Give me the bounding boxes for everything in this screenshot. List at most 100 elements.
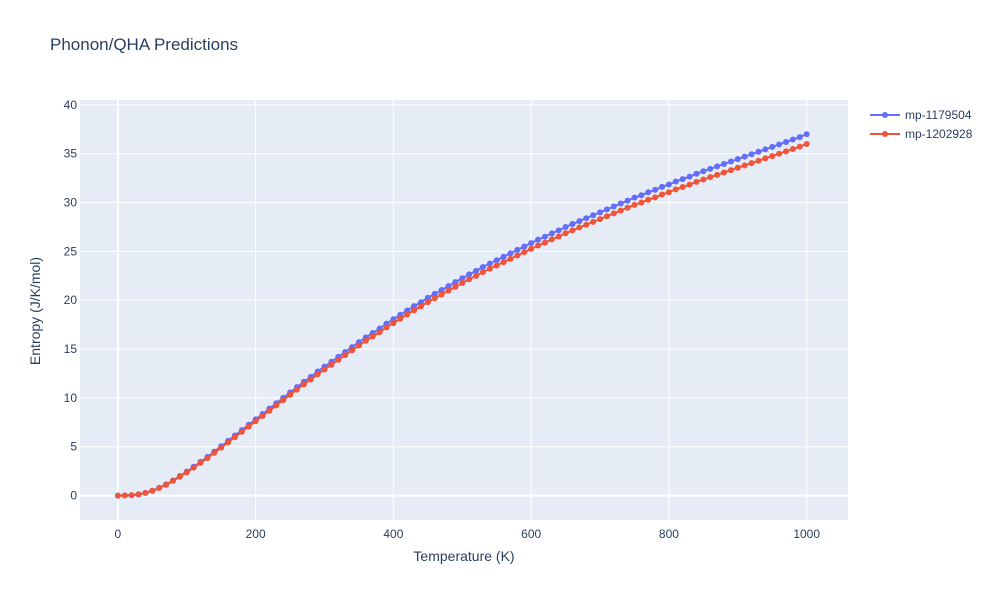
data-point xyxy=(300,381,307,388)
chart-title: Phonon/QHA Predictions xyxy=(50,35,238,54)
data-point xyxy=(590,218,597,225)
data-point xyxy=(741,153,748,160)
data-point xyxy=(776,141,783,148)
data-point xyxy=(672,186,679,193)
data-point xyxy=(218,444,225,451)
data-point xyxy=(507,250,514,257)
data-point xyxy=(238,428,245,435)
data-point xyxy=(769,143,776,150)
data-point xyxy=(473,267,480,274)
data-point xyxy=(659,183,666,190)
data-point xyxy=(693,170,700,177)
data-point xyxy=(528,240,535,247)
data-point xyxy=(424,294,431,301)
data-point xyxy=(163,481,170,488)
data-point xyxy=(431,295,438,302)
y-tick-label: 25 xyxy=(64,244,78,258)
legend-item[interactable]: mp-1202928 xyxy=(870,127,973,141)
data-point xyxy=(335,356,342,363)
data-point xyxy=(659,191,666,198)
data-point xyxy=(500,259,507,266)
data-point xyxy=(287,391,294,398)
data-point xyxy=(486,260,493,267)
data-point xyxy=(535,242,542,249)
data-point xyxy=(459,280,466,287)
data-point xyxy=(624,204,631,211)
data-point xyxy=(590,212,597,219)
data-point xyxy=(404,311,411,318)
y-tick-label: 5 xyxy=(70,440,77,454)
data-point xyxy=(638,192,645,199)
legend: mp-1179504 mp-1202928 xyxy=(870,108,973,141)
data-point xyxy=(645,196,652,203)
series-layer xyxy=(114,131,810,499)
data-point xyxy=(528,245,535,252)
data-point xyxy=(776,150,783,157)
data-point xyxy=(245,423,252,430)
data-point xyxy=(169,477,176,484)
data-point xyxy=(741,162,748,169)
data-point xyxy=(507,255,514,262)
data-point xyxy=(273,402,280,409)
legend-item[interactable]: mp-1179504 xyxy=(870,108,972,122)
data-point xyxy=(383,324,390,331)
data-point xyxy=(665,181,672,188)
x-axis-title: Temperature (K) xyxy=(413,548,514,564)
data-point xyxy=(548,236,555,243)
data-point xyxy=(562,223,569,230)
data-point xyxy=(204,455,211,462)
data-point xyxy=(679,176,686,183)
y-tick-label: 20 xyxy=(64,293,78,307)
data-point xyxy=(231,434,238,441)
data-point xyxy=(397,315,404,322)
data-point xyxy=(652,186,659,193)
data-point xyxy=(493,262,500,269)
data-point xyxy=(576,224,583,231)
data-point xyxy=(555,227,562,234)
data-point xyxy=(135,491,142,498)
data-point xyxy=(486,265,493,272)
data-point xyxy=(707,174,714,181)
data-point xyxy=(652,194,659,201)
data-point xyxy=(783,148,790,155)
y-axis-ticks: 0 5 10 15 20 25 30 35 40 xyxy=(64,98,78,503)
data-point xyxy=(473,272,480,279)
data-point xyxy=(314,371,321,378)
data-point xyxy=(280,397,287,404)
data-point xyxy=(638,199,645,206)
data-point xyxy=(452,283,459,290)
data-point xyxy=(156,485,163,492)
data-point xyxy=(417,303,424,310)
data-point xyxy=(521,249,528,256)
data-point xyxy=(438,291,445,298)
data-point xyxy=(603,213,610,220)
data-point xyxy=(369,333,376,340)
legend-marker xyxy=(882,131,888,137)
data-point xyxy=(727,158,734,165)
data-point xyxy=(789,136,796,143)
data-point xyxy=(445,287,452,294)
data-point xyxy=(693,178,700,185)
data-point xyxy=(617,200,624,207)
data-point xyxy=(252,418,259,425)
data-point xyxy=(541,233,548,240)
data-point xyxy=(183,469,190,476)
data-point xyxy=(293,386,300,393)
data-point xyxy=(149,487,156,494)
data-point xyxy=(342,352,349,359)
y-tick-label: 10 xyxy=(64,391,78,405)
data-point xyxy=(755,148,762,155)
data-point xyxy=(645,189,652,196)
data-point xyxy=(555,233,562,240)
data-point xyxy=(789,146,796,153)
data-point xyxy=(721,160,728,167)
legend-label: mp-1179504 xyxy=(905,108,972,122)
data-point xyxy=(459,275,466,282)
data-point xyxy=(734,156,741,163)
data-point xyxy=(321,366,328,373)
data-point xyxy=(500,253,507,260)
data-point xyxy=(707,165,714,172)
data-point xyxy=(514,246,521,253)
data-point xyxy=(569,227,576,234)
